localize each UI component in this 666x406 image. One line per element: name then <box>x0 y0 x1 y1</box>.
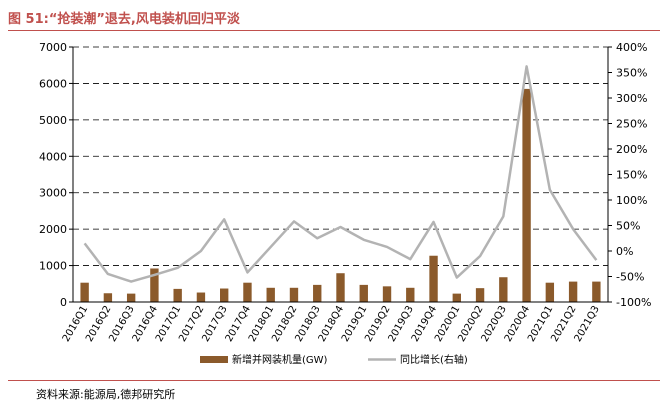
bar <box>336 273 345 302</box>
right-tick-label: 150% <box>616 169 647 182</box>
right-tick-label: -100% <box>616 296 651 309</box>
right-tick-label: 300% <box>616 92 647 105</box>
right-tick-label: 100% <box>616 194 647 207</box>
bar <box>103 293 113 302</box>
left-tick-label: 7000 <box>39 41 67 54</box>
bar <box>173 288 182 302</box>
bar <box>196 292 206 302</box>
right-tick-label: 350% <box>616 67 647 80</box>
bar <box>429 255 438 302</box>
right-y-ticks: -100% -50% 0% 50% 100% 150% 200% 250% 300% 350% 40… <box>608 41 651 309</box>
bar <box>545 282 555 302</box>
left-tick-label: 6000 <box>39 77 67 90</box>
figure-title: 图 51:“抢装潮”退去,风电装机回归平淡 <box>8 12 240 27</box>
legend-bar-label: 新增并网装机量(GW) <box>232 353 328 366</box>
title-rule <box>8 30 660 31</box>
bar <box>475 288 485 302</box>
bar <box>80 282 89 302</box>
bar <box>126 293 136 302</box>
right-tick-label: 200% <box>616 143 647 156</box>
bar <box>313 284 322 302</box>
right-tick-label: 50% <box>616 220 640 233</box>
legend: 新增并网装机量(GW) 同比增长(右轴) <box>200 353 468 366</box>
growth-line <box>83 65 598 283</box>
source-rule <box>8 380 660 381</box>
line-series <box>83 65 598 283</box>
legend-bar-swatch <box>200 356 228 363</box>
bar-series <box>80 88 601 303</box>
bar <box>289 287 299 302</box>
right-tick-label: -50% <box>616 271 644 284</box>
bar <box>592 281 601 302</box>
left-tick-label: 1000 <box>39 260 67 273</box>
x-category-labels: 2016Q12016Q22016Q32016Q42017Q12017Q22017… <box>61 304 602 344</box>
bar <box>452 293 461 302</box>
right-tick-label: 0% <box>616 245 633 258</box>
left-tick-label: 0 <box>60 296 67 309</box>
left-tick-label: 2000 <box>39 223 67 236</box>
bar <box>382 286 392 302</box>
left-tick-label: 5000 <box>39 114 67 127</box>
right-tick-label: 250% <box>616 118 647 131</box>
left-tick-label: 3000 <box>39 187 67 200</box>
bar <box>499 277 508 302</box>
bar <box>220 288 229 302</box>
source-note: 资料来源:能源局,德邦研究所 <box>36 388 176 401</box>
bar <box>522 88 531 303</box>
right-tick-label: 400% <box>616 41 647 54</box>
bar <box>150 268 159 302</box>
bar <box>406 287 415 302</box>
legend-line-label: 同比增长(右轴) <box>400 353 468 366</box>
bar <box>243 282 252 302</box>
bar <box>266 287 275 302</box>
bar <box>359 284 368 302</box>
left-tick-label: 4000 <box>39 150 67 163</box>
left-y-ticks: 0 1000 2000 3000 4000 5000 6000 7000 <box>39 41 73 309</box>
bar <box>568 281 578 302</box>
